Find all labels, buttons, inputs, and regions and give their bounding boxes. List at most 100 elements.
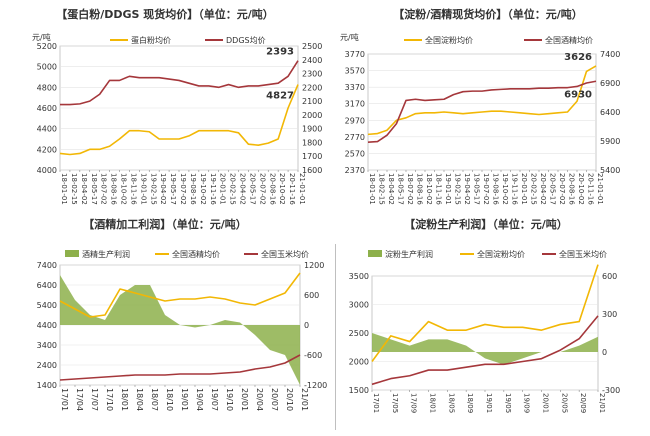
legend-label: 蛋白粉均价 (131, 35, 171, 45)
legend-label: 全国淀粉均价 (425, 35, 473, 45)
x-tick-label: 19/09 (523, 393, 531, 413)
x-tick-label: 17/07 (90, 388, 99, 411)
y-left-tick-label: 2000 (349, 358, 369, 367)
x-tick-label: 20-05-17 (248, 173, 256, 205)
chart-title: 【淀粉/酒精现货均价】（单位：元/吨） (393, 7, 583, 21)
x-tick-label: 21/01 (300, 388, 309, 411)
y-left-tick-label: 5400 (37, 301, 57, 310)
x-tick-label: 17/09 (410, 393, 418, 413)
x-tick-label: 21/01 (598, 393, 606, 413)
legend-label: 全国玉米均价 (559, 249, 607, 259)
x-tick-label: 20/09 (579, 393, 587, 413)
x-tick-label: 20-02-15 (530, 173, 538, 205)
x-tick-label: 20/04 (255, 388, 264, 411)
y-left-tick-label: 3170 (345, 100, 365, 109)
y-right-tick-label: -600 (304, 351, 322, 360)
x-tick-label: 19-11-16 (209, 173, 217, 205)
x-tick-label: 19/07 (210, 388, 219, 411)
series-line-1 (60, 61, 298, 105)
y-left-tick-label: 2770 (345, 133, 365, 142)
x-tick-label: 19-02-15 (149, 173, 157, 205)
x-tick-label: 20-04-02 (539, 173, 547, 205)
x-tick-label: 20-08-16 (268, 173, 276, 205)
y-right-tick-label: 2000 (302, 111, 322, 120)
x-tick-label: 19-07-02 (179, 173, 187, 205)
x-tick-label: 20-11-16 (288, 173, 296, 205)
y-right-tick-label: 6400 (600, 108, 620, 117)
chart-c4: 【淀粉生产利润】（单位：元/吨）15002000250030003500-300… (349, 217, 621, 413)
chart-title: 【淀粉生产利润】（单位：元/吨） (404, 217, 568, 231)
series-line-0 (60, 85, 298, 155)
y-left-tick-label: 4000 (37, 166, 57, 175)
x-tick-label: 18-01-01 (60, 173, 68, 205)
y-left-tick-label: 1400 (37, 381, 57, 390)
series-line-1 (60, 273, 300, 317)
y-left-tick-label: 3770 (345, 50, 365, 59)
y-right-tick-label: 2100 (302, 97, 322, 106)
x-tick-label: 19-02-15 (454, 173, 462, 205)
y-right-tick-label: 2200 (302, 83, 322, 92)
y-left-tick-label: 4400 (37, 125, 57, 134)
y-right-tick-label: 600 (304, 291, 319, 300)
x-tick-label: 19-01-01 (139, 173, 147, 205)
y-right-tick-label: 1700 (302, 152, 322, 161)
series-line-2 (60, 355, 300, 380)
series-line-0 (368, 66, 596, 134)
x-tick-label: 20/01 (542, 393, 550, 413)
x-tick-label: 20-01-01 (219, 173, 227, 205)
x-tick-label: 18/04 (135, 388, 144, 411)
x-tick-label: 19-08-16 (189, 173, 197, 205)
x-tick-label: 17/01 (372, 393, 380, 413)
legend-label: 酒精生产利润 (82, 249, 130, 259)
x-tick-label: 20/01 (240, 388, 249, 411)
x-tick-label: 18-05-17 (90, 173, 98, 205)
x-tick-label: 20-05-17 (549, 173, 557, 205)
x-tick-label: 19-04-02 (159, 173, 167, 205)
y-right-tick-label: 6900 (600, 79, 620, 88)
y-left-tick-label: 7400 (37, 261, 57, 270)
y-left-tick-label: 3570 (345, 67, 365, 76)
y-left-tick-label: 2570 (345, 149, 365, 158)
legend-label: 淀粉生产利润 (385, 249, 433, 259)
x-tick-label: 21-01-01 (596, 173, 604, 205)
y-right-tick-label: 600 (602, 272, 617, 281)
y-right-tick-label: 2400 (302, 56, 322, 65)
y-left-tick-label: 2500 (349, 329, 369, 338)
x-tick-label: 18-04-02 (387, 173, 395, 205)
x-tick-label: 17/05 (391, 393, 399, 413)
y-right-tick-label: 300 (602, 310, 617, 319)
x-tick-label: 18-01-01 (368, 173, 376, 205)
x-tick-label: 19/01 (180, 388, 189, 411)
x-tick-label: 18-02-15 (70, 173, 78, 205)
chart-title: 【酒精加工利润】（单位：元/吨） (83, 217, 247, 231)
chart-title: 【蛋白粉/DDGS 现货均价】（单位：元/吨） (56, 7, 274, 21)
data-label: 2393 (266, 47, 294, 58)
x-tick-label: 17/10 (105, 388, 114, 411)
x-tick-label: 19-11-16 (511, 173, 519, 205)
legend-swatch (368, 250, 382, 257)
x-tick-label: 18-10-02 (120, 173, 128, 205)
y-right-tick-label: 2300 (302, 70, 322, 79)
x-tick-label: 20-11-16 (587, 173, 595, 205)
x-tick-label: 18-07-02 (406, 173, 414, 205)
x-tick-label: 18/01 (429, 393, 437, 413)
x-tick-label: 18-05-17 (397, 173, 405, 205)
legend-label: DDGS均价 (226, 35, 266, 45)
y-left-tick-label: 4400 (37, 321, 57, 330)
x-tick-label: 19-10-02 (199, 173, 207, 205)
legend-label: 全国淀粉均价 (477, 249, 525, 259)
x-tick-label: 19/01 (485, 393, 493, 413)
y-right-tick-label: 5900 (600, 137, 620, 146)
unit-label: 元/吨 (340, 32, 359, 42)
x-tick-label: 18/07 (150, 388, 159, 411)
y-left-tick-label: 3370 (345, 83, 365, 92)
y-left-tick-label: 2400 (37, 361, 57, 370)
legend-label: 全国酒精均价 (545, 35, 593, 45)
x-tick-label: 18-10-02 (425, 173, 433, 205)
series-area-0 (372, 333, 598, 365)
y-right-tick-label: 0 (602, 348, 607, 357)
x-tick-label: 20-10-02 (278, 173, 286, 205)
x-tick-label: 19-10-02 (501, 173, 509, 205)
